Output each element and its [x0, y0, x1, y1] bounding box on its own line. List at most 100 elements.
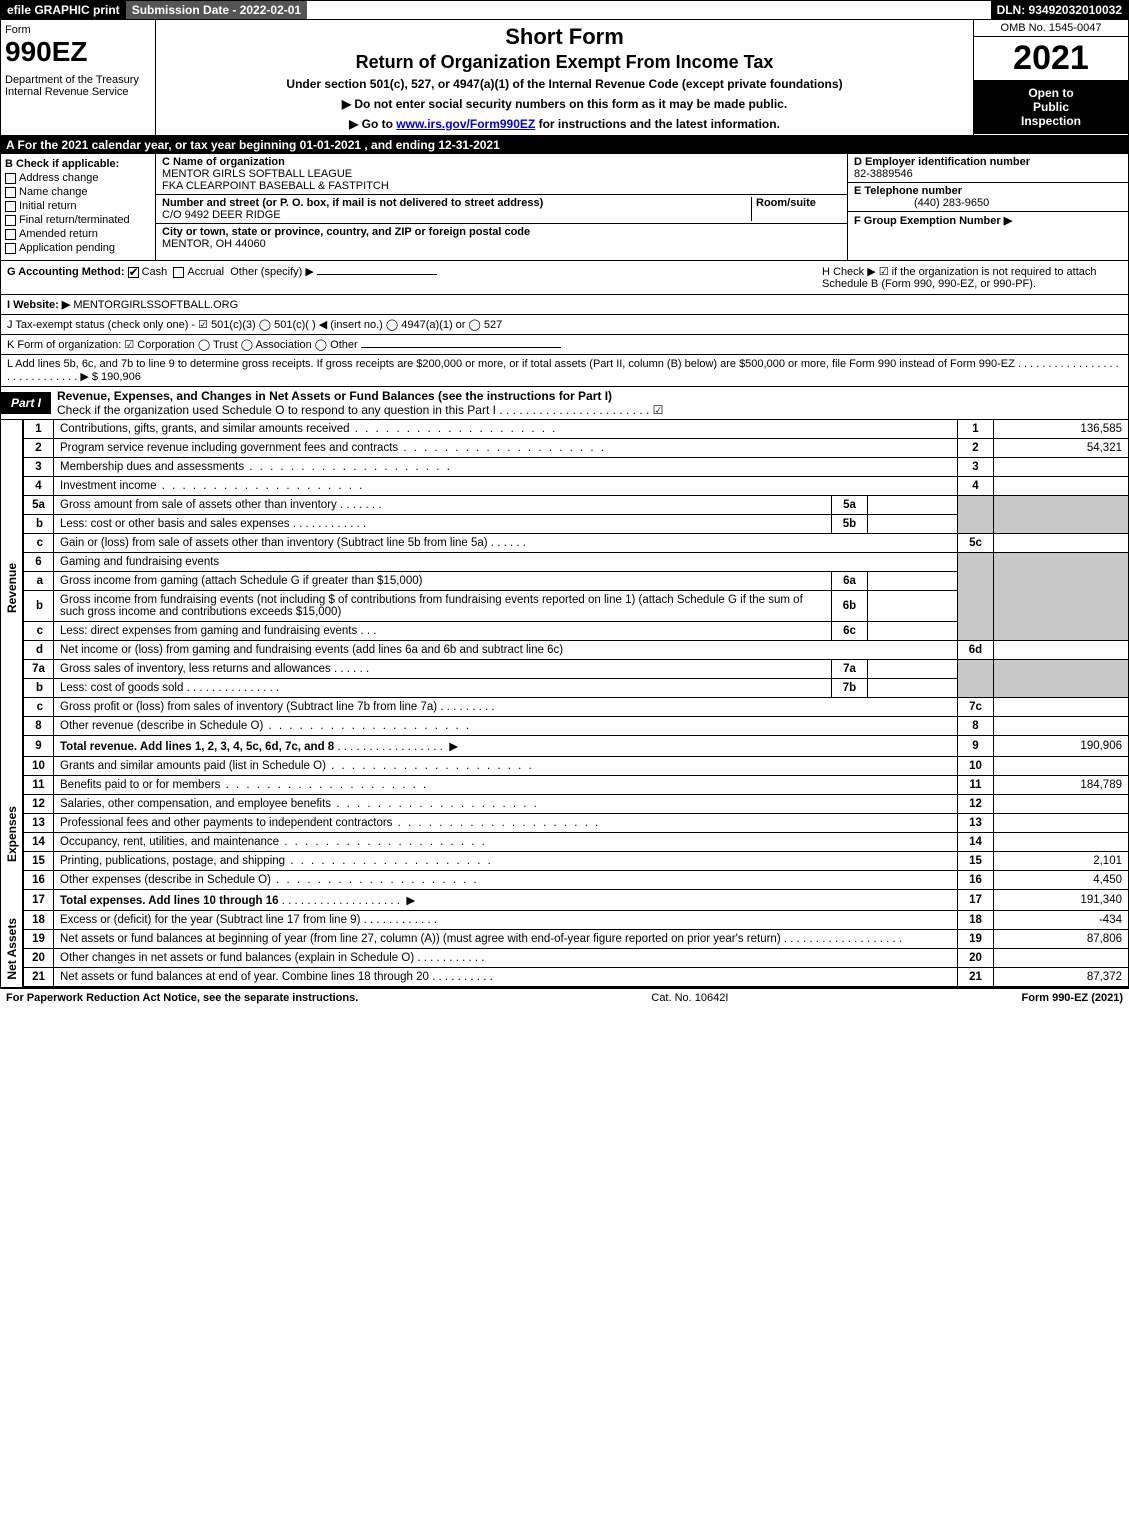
line-20: 20Other changes in net assets or fund ba…	[24, 949, 1129, 968]
g-label: G Accounting Method:	[7, 266, 125, 278]
box-bcdef: B Check if applicable: Address change Na…	[0, 154, 1129, 261]
org-name: MENTOR GIRLS SOFTBALL LEAGUE	[162, 168, 352, 180]
e-label: E Telephone number	[854, 185, 962, 197]
part1-tag: Part I	[1, 392, 51, 414]
open-line3: Inspection	[978, 114, 1124, 128]
instr-goto: ▶ Go to www.irs.gov/Form990EZ for instru…	[160, 117, 969, 131]
box-b-header: B Check if applicable:	[5, 158, 151, 170]
footer-catno: Cat. No. 10642I	[358, 992, 1021, 1004]
row-h: H Check ▶ ☑ if the organization is not r…	[822, 265, 1122, 290]
line-17: 17Total expenses. Add lines 10 through 1…	[24, 890, 1129, 911]
box-d: D Employer identification number 82-3889…	[848, 154, 1128, 183]
row-g-h: G Accounting Method: Cash Accrual Other …	[0, 261, 1129, 295]
row-g: G Accounting Method: Cash Accrual Other …	[7, 265, 822, 290]
sidelabel-revenue: Revenue	[1, 420, 23, 757]
line-2: 2Program service revenue including gover…	[24, 439, 1129, 458]
top-bar: efile GRAPHIC print Submission Date - 20…	[0, 0, 1129, 20]
form-code: 990EZ	[5, 36, 151, 68]
line-18: 18Excess or (deficit) for the year (Subt…	[24, 911, 1129, 930]
subtitle: Under section 501(c), 527, or 4947(a)(1)…	[160, 77, 969, 91]
part1-check: Check if the organization used Schedule …	[57, 403, 663, 417]
sidelabel-netassets: Net Assets	[1, 911, 23, 987]
row-j: J Tax-exempt status (check only one) - ☑…	[0, 315, 1129, 335]
line-13: 13Professional fees and other payments t…	[24, 814, 1129, 833]
city-label: City or town, state or province, country…	[162, 226, 530, 238]
org-fka: FKA CLEARPOINT BASEBALL & FASTPITCH	[162, 180, 389, 192]
line-14: 14Occupancy, rent, utilities, and mainte…	[24, 833, 1129, 852]
line-9: 9Total revenue. Add lines 1, 2, 3, 4, 5c…	[24, 736, 1129, 757]
netassets-table: 18Excess or (deficit) for the year (Subt…	[23, 911, 1129, 987]
box-f: F Group Exemption Number ▶	[848, 212, 1128, 229]
f-label: F Group Exemption Number ▶	[854, 215, 1012, 227]
form-header: Form 990EZ Department of the Treasury In…	[0, 20, 1129, 136]
box-c-name: C Name of organization MENTOR GIRLS SOFT…	[156, 154, 847, 195]
dln-label: DLN: 93492032010032	[991, 1, 1128, 19]
l-text: L Add lines 5b, 6c, and 7b to line 9 to …	[7, 358, 1119, 383]
cb-application-pending[interactable]: Application pending	[5, 242, 151, 254]
irs-link[interactable]: www.irs.gov/Form990EZ	[396, 117, 535, 131]
ein-value: 82-3889546	[854, 168, 913, 180]
dept-label: Department of the Treasury Internal Reve…	[5, 74, 151, 98]
page-footer: For Paperwork Reduction Act Notice, see …	[0, 987, 1129, 1007]
line-19: 19Net assets or fund balances at beginni…	[24, 930, 1129, 949]
g-other: Other (specify) ▶	[230, 266, 314, 278]
revenue-section: Revenue 1Contributions, gifts, grants, a…	[0, 420, 1129, 757]
efile-label[interactable]: efile GRAPHIC print	[1, 1, 126, 19]
line-5a: 5aGross amount from sale of assets other…	[24, 496, 1129, 515]
k-text: K Form of organization: ☑ Corporation ◯ …	[7, 339, 358, 351]
line-16: 16Other expenses (describe in Schedule O…	[24, 871, 1129, 890]
cb-final-return[interactable]: Final return/terminated	[5, 214, 151, 226]
footer-left: For Paperwork Reduction Act Notice, see …	[6, 992, 358, 1004]
l-value: $ 190,906	[92, 371, 141, 383]
line-21: 21Net assets or fund balances at end of …	[24, 968, 1129, 987]
cb-initial-return[interactable]: Initial return	[5, 200, 151, 212]
city-value: MENTOR, OH 44060	[162, 238, 266, 250]
instr-goto-pre: ▶ Go to	[349, 117, 396, 131]
box-c: C Name of organization MENTOR GIRLS SOFT…	[156, 154, 848, 260]
box-e: E Telephone number (440) 283-9650	[848, 183, 1128, 212]
k-other-blank[interactable]	[361, 347, 561, 348]
open-to-public: Open to Public Inspection	[974, 80, 1128, 134]
line-8: 8Other revenue (describe in Schedule O)8	[24, 717, 1129, 736]
line-6: 6Gaming and fundraising events	[24, 553, 1129, 572]
row-k: K Form of organization: ☑ Corporation ◯ …	[0, 335, 1129, 355]
line-6d: dNet income or (loss) from gaming and fu…	[24, 641, 1129, 660]
sidelabel-expenses: Expenses	[1, 757, 23, 911]
expenses-section: Expenses 10Grants and similar amounts pa…	[0, 757, 1129, 911]
line-4: 4Investment income4	[24, 477, 1129, 496]
line-7c: cGross profit or (loss) from sales of in…	[24, 698, 1129, 717]
form-word: Form	[5, 24, 151, 36]
phone-value: (440) 283-9650	[854, 197, 989, 209]
g-other-blank[interactable]	[317, 274, 437, 275]
cb-address-change[interactable]: Address change	[5, 172, 151, 184]
netassets-section: Net Assets 18Excess or (deficit) for the…	[0, 911, 1129, 987]
street-value: C/O 9492 DEER RIDGE	[162, 209, 281, 221]
revenue-table: 1Contributions, gifts, grants, and simil…	[23, 420, 1129, 757]
website-value: MENTORGIRLSSOFTBALL.ORG	[73, 299, 238, 311]
line-5c: cGain or (loss) from sale of assets othe…	[24, 534, 1129, 553]
header-left: Form 990EZ Department of the Treasury In…	[1, 20, 156, 135]
line-15: 15Printing, publications, postage, and s…	[24, 852, 1129, 871]
d-label: D Employer identification number	[854, 156, 1030, 168]
box-c-city: City or town, state or province, country…	[156, 224, 847, 252]
cb-amended-return[interactable]: Amended return	[5, 228, 151, 240]
line-10: 10Grants and similar amounts paid (list …	[24, 757, 1129, 776]
instr-goto-post: for instructions and the latest informat…	[535, 117, 780, 131]
topbar-spacer	[307, 1, 990, 19]
cb-name-change[interactable]: Name change	[5, 186, 151, 198]
c-name-label: C Name of organization	[162, 156, 285, 168]
box-def: D Employer identification number 82-3889…	[848, 154, 1128, 260]
line-1: 1Contributions, gifts, grants, and simil…	[24, 420, 1129, 439]
line-12: 12Salaries, other compensation, and empl…	[24, 795, 1129, 814]
line-7a: 7aGross sales of inventory, less returns…	[24, 660, 1129, 679]
row-i: I Website: ▶ MENTORGIRLSSOFTBALL.ORG	[0, 295, 1129, 315]
title-short-form: Short Form	[160, 24, 969, 50]
part1-header: Part I Revenue, Expenses, and Changes in…	[0, 387, 1129, 420]
footer-form: Form 990-EZ (2021)	[1022, 992, 1123, 1004]
cb-cash[interactable]	[128, 267, 139, 278]
submission-date: Submission Date - 2022-02-01	[126, 1, 307, 19]
title-return: Return of Organization Exempt From Incom…	[160, 52, 969, 73]
cb-accrual[interactable]	[173, 267, 184, 278]
room-label: Room/suite	[756, 197, 816, 209]
box-b: B Check if applicable: Address change Na…	[1, 154, 156, 260]
